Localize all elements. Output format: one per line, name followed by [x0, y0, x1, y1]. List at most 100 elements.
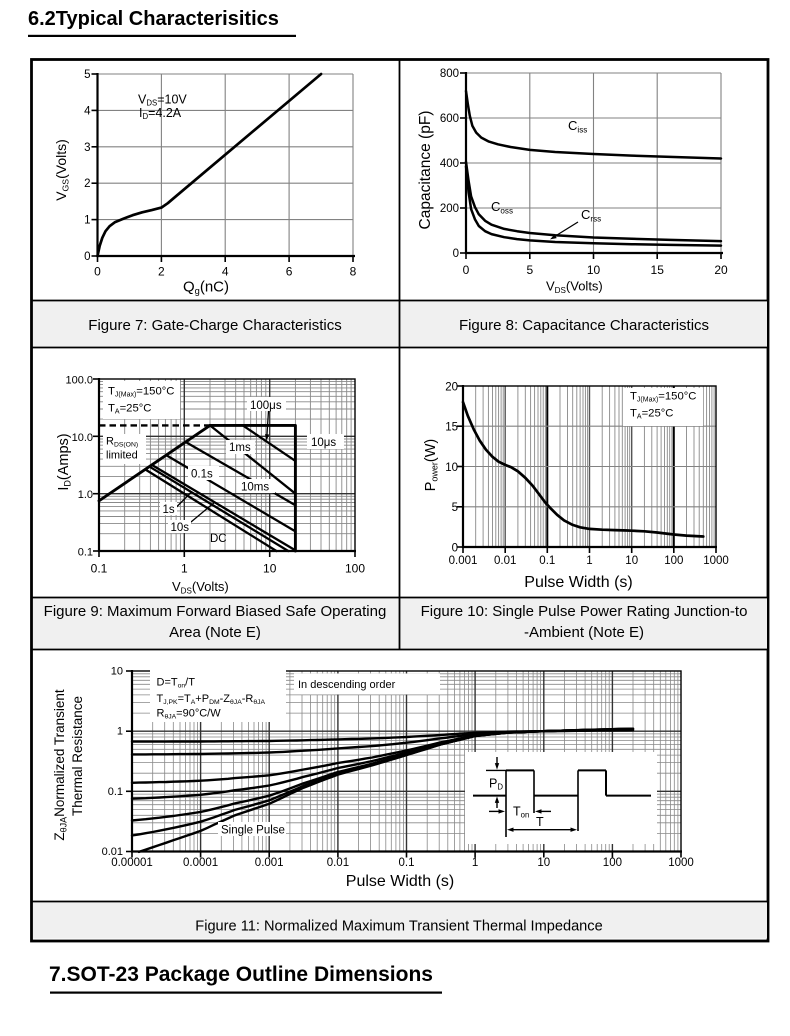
- svg-text:VDS​(Volts): VDS​(Volts): [172, 579, 229, 595]
- svg-text:0: 0: [94, 265, 101, 279]
- svg-text:1000: 1000: [668, 857, 694, 869]
- svg-text:Capacitance (pF): Capacitance (pF): [417, 111, 434, 230]
- svg-text:0.00001: 0.00001: [111, 857, 153, 869]
- svg-text:0.1: 0.1: [399, 857, 415, 869]
- svg-text:400: 400: [440, 158, 459, 170]
- svg-text:2: 2: [158, 265, 165, 279]
- svg-text:7.SOT-23 Package Outline Dimen: 7.SOT-23 Package Outline Dimensions: [49, 963, 433, 986]
- svg-text:6: 6: [286, 265, 293, 279]
- svg-text:10: 10: [537, 857, 550, 869]
- svg-text:Single Pulse: Single Pulse: [221, 825, 285, 837]
- svg-text:0: 0: [84, 251, 90, 263]
- svg-text:In descending order: In descending order: [298, 679, 396, 691]
- svg-text:5: 5: [84, 69, 90, 81]
- svg-text:Figure 7: Gate-Charge Characte: Figure 7: Gate-Charge Characteristics: [88, 317, 341, 334]
- svg-text:0.1: 0.1: [108, 786, 123, 798]
- svg-text:10: 10: [263, 562, 277, 576]
- svg-text:20: 20: [714, 263, 728, 277]
- svg-text:TJ(Max)​=150°C: TJ(Max)​=150°C: [630, 391, 696, 404]
- svg-text:5: 5: [452, 502, 458, 514]
- svg-text:100μs: 100μs: [250, 400, 282, 412]
- svg-text:Ton​: Ton​: [513, 805, 529, 820]
- svg-text:Figure 9: Maximum Forward Bias: Figure 9: Maximum Forward Biased Safe Op…: [44, 603, 387, 620]
- svg-text:0.001: 0.001: [449, 555, 478, 567]
- svg-text:100.0: 100.0: [65, 375, 93, 387]
- svg-text:VDS​(Volts): VDS​(Volts): [546, 279, 603, 295]
- svg-text:0.1s: 0.1s: [191, 469, 213, 481]
- svg-text:Figure 8: Capacitance Characte: Figure 8: Capacitance Characteristics: [459, 317, 709, 334]
- svg-text:10μs: 10μs: [311, 437, 336, 449]
- svg-text:Area (Note E): Area (Note E): [169, 624, 261, 641]
- svg-text:Ciss​: Ciss​: [568, 118, 587, 134]
- svg-text:Pulse Width (s): Pulse Width (s): [524, 574, 632, 591]
- svg-text:1: 1: [472, 857, 478, 869]
- svg-text:15: 15: [651, 263, 665, 277]
- svg-text:1: 1: [586, 555, 592, 567]
- svg-text:TJ(Max)​=150°C: TJ(Max)​=150°C: [108, 386, 174, 399]
- svg-text:15: 15: [445, 422, 458, 434]
- svg-text:100: 100: [603, 857, 622, 869]
- svg-text:200: 200: [440, 203, 459, 215]
- svg-text:1: 1: [84, 215, 90, 227]
- svg-text:D=Ton​/T: D=Ton​/T: [157, 677, 196, 690]
- svg-text:600: 600: [440, 113, 459, 125]
- svg-text:0.1: 0.1: [91, 562, 108, 576]
- svg-text:0.1: 0.1: [539, 555, 555, 567]
- svg-text:T: T: [536, 815, 544, 829]
- svg-text:Qg​(nC): Qg​(nC): [183, 279, 229, 297]
- svg-text:100: 100: [345, 562, 365, 576]
- svg-text:RDS(ON)​: RDS(ON)​: [106, 436, 138, 449]
- svg-text:1: 1: [181, 562, 188, 576]
- svg-text:Figure 11: Normalized Maximum: Figure 11: Normalized Maximum Transient …: [195, 919, 602, 935]
- svg-text:10ms: 10ms: [241, 482, 269, 494]
- svg-text:1s: 1s: [163, 504, 175, 516]
- svg-text:TA​=25°C: TA​=25°C: [108, 402, 151, 415]
- svg-text:0.0001: 0.0001: [183, 857, 218, 869]
- svg-text:limited: limited: [106, 450, 138, 462]
- svg-text:3: 3: [84, 142, 90, 154]
- svg-text:TJ,PK​=TA​+PDM​-ZθJA​-RθJA​: TJ,PK​=TA​+PDM​-ZθJA​-RθJA​: [157, 693, 266, 706]
- svg-text:20: 20: [445, 381, 458, 393]
- svg-text:8: 8: [350, 265, 357, 279]
- svg-text:Figure 10: Single Pulse Power: Figure 10: Single Pulse Power Rating Jun…: [421, 603, 748, 620]
- svg-text:2: 2: [84, 178, 90, 190]
- svg-text:Crss​: Crss​: [581, 207, 601, 223]
- svg-text:VDS​=10V: VDS​=10V: [138, 93, 187, 108]
- svg-text:10.0: 10.0: [72, 432, 93, 444]
- svg-text:0: 0: [453, 248, 459, 260]
- svg-text:0: 0: [452, 542, 458, 554]
- svg-text:ZθJANormalized Transient: ZθJANormalized Transient: [52, 689, 69, 841]
- svg-text:100: 100: [664, 555, 683, 567]
- svg-text:1.0: 1.0: [78, 489, 93, 501]
- svg-text:VGS(Volts): VGS(Volts): [53, 139, 71, 201]
- svg-text:0.01: 0.01: [327, 857, 349, 869]
- svg-text:1: 1: [117, 726, 123, 738]
- svg-text:Thermal Resistance: Thermal Resistance: [70, 696, 85, 816]
- svg-text:1ms: 1ms: [229, 442, 251, 454]
- svg-text:Pulse Width (s): Pulse Width (s): [346, 873, 454, 890]
- svg-text:0.1: 0.1: [78, 547, 93, 559]
- svg-text:Coss​: Coss​: [491, 199, 513, 215]
- svg-text:10: 10: [625, 555, 638, 567]
- svg-text:TA​=25°C: TA​=25°C: [630, 408, 673, 421]
- svg-text:0: 0: [463, 263, 470, 277]
- svg-text:0.01: 0.01: [102, 846, 123, 858]
- svg-text:4: 4: [84, 105, 91, 117]
- svg-text:10: 10: [587, 263, 601, 277]
- svg-text:4: 4: [222, 265, 229, 279]
- svg-text:1000: 1000: [703, 555, 729, 567]
- svg-text:800: 800: [440, 68, 459, 80]
- svg-text:0.01: 0.01: [494, 555, 516, 567]
- svg-text:10s: 10s: [171, 522, 190, 534]
- svg-text:PD​: PD​: [489, 777, 503, 792]
- svg-text:10: 10: [445, 462, 458, 474]
- svg-text:-Ambient (Note E): -Ambient (Note E): [524, 624, 644, 641]
- svg-text:0.001: 0.001: [255, 857, 284, 869]
- svg-text:10: 10: [111, 666, 123, 678]
- svg-text:ID(Amps): ID(Amps): [56, 433, 73, 490]
- svg-text:DC: DC: [210, 533, 227, 545]
- svg-text:5: 5: [526, 263, 533, 277]
- svg-text:RθJA​=90°C/W: RθJA​=90°C/W: [157, 708, 222, 721]
- svg-text:6.2Typical Characterisitics: 6.2Typical Characterisitics: [28, 8, 279, 30]
- svg-text:ID​=4.2A: ID​=4.2A: [139, 106, 182, 121]
